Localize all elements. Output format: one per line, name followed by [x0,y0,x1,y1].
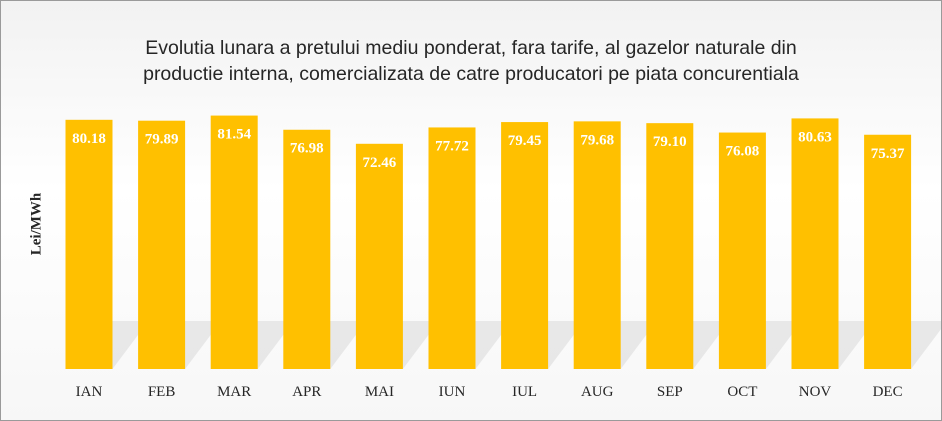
chart-title: Evolutia lunara a pretului mediu pondera… [143,37,799,85]
data-label-ian: 80.18 [72,131,106,147]
data-label-nov: 80.63 [798,129,832,145]
bar-apr [283,129,331,369]
data-label-mar: 81.54 [217,127,251,143]
bar-mar [210,115,258,370]
x-tick-mar: MAR [217,384,251,400]
x-tick-ian: IAN [76,384,103,400]
bar-sep [646,123,694,370]
data-label-feb: 79.89 [145,132,179,148]
bar-oct [718,132,766,369]
x-tick-feb: FEB [148,384,176,400]
x-tick-nov: NOV [799,384,832,400]
data-label-iun: 77.72 [435,138,469,154]
x-tick-apr: APR [292,384,321,400]
data-label-apr: 76.98 [290,141,324,157]
data-label-sep: 79.10 [653,134,687,150]
bar-iul [501,122,549,369]
bar-nov [791,118,839,369]
x-tick-labels: IAN FEB MAR APR MAI IUN IUL AUG SEP OCT NOV DEC [76,384,903,400]
x-tick-mai: MAI [365,384,394,400]
x-tick-iul: IUL [512,384,537,400]
data-label-dec: 75.37 [871,146,905,162]
x-tick-aug: AUG [581,384,614,400]
data-label-oct: 76.08 [726,144,760,160]
data-label-iul: 79.45 [508,133,542,149]
x-tick-dec: DEC [873,384,903,400]
bars [65,115,912,370]
x-tick-iun: IUN [439,384,466,400]
x-tick-oct: OCT [727,384,757,400]
bar-ian [65,119,113,369]
bar-mai [355,143,403,369]
x-tick-sep: SEP [657,384,683,400]
bar-feb [138,120,186,370]
data-label-mai: 72.46 [363,155,397,171]
data-labels: 80.18 79.89 81.54 76.98 72.46 77.72 79.45 79.68… [72,127,905,171]
bar-aug [573,121,621,370]
data-label-aug: 79.68 [580,132,614,148]
bar-iun [428,127,476,369]
bar-dec [864,134,912,369]
